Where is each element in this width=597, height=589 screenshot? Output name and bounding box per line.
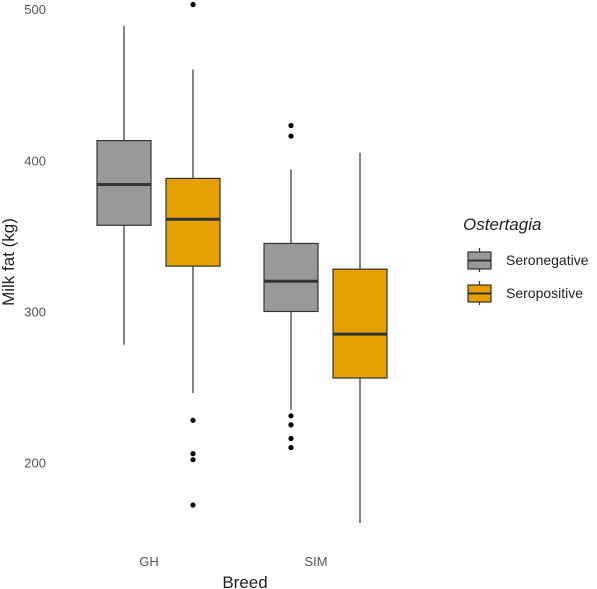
outlier-point: [190, 502, 196, 508]
y-tick-label: 200: [24, 456, 46, 471]
y-axis-title: Milk fat (kg): [0, 218, 18, 306]
legend-title: Ostertagia: [463, 215, 541, 234]
x-tick-label: SIM: [304, 554, 327, 569]
box-sim-seronegative: [263, 242, 319, 313]
legend: Ostertagia Seronegative Seropositive: [463, 215, 589, 305]
outlier-point: [190, 417, 196, 423]
outlier-point: [288, 444, 294, 451]
outlier-point: [288, 133, 294, 139]
x-axis-ticks: GH SIM: [139, 554, 327, 569]
box-gh-seropositive: [165, 177, 221, 267]
outlier-point: [190, 1, 196, 8]
outlier-point: [288, 413, 294, 419]
y-tick-label: 400: [24, 153, 46, 168]
boxes-layer: [96, 1, 388, 524]
y-tick-label: 300: [24, 304, 46, 319]
box-gh-seronegative: [96, 140, 152, 226]
outlier-point: [288, 435, 294, 442]
x-tick-label: GH: [139, 554, 159, 569]
outlier-point: [190, 451, 196, 457]
x-axis-title: Breed: [222, 573, 267, 589]
outlier-point: [190, 457, 196, 463]
legend-label: Seropositive: [506, 285, 583, 301]
legend-label: Seronegative: [506, 252, 589, 268]
y-axis-ticks: 200 300 400 500: [24, 2, 46, 471]
outlier-point: [288, 122, 294, 129]
y-tick-label: 500: [24, 2, 46, 17]
outlier-point: [288, 422, 294, 428]
box-sim-seropositive: [332, 268, 388, 379]
